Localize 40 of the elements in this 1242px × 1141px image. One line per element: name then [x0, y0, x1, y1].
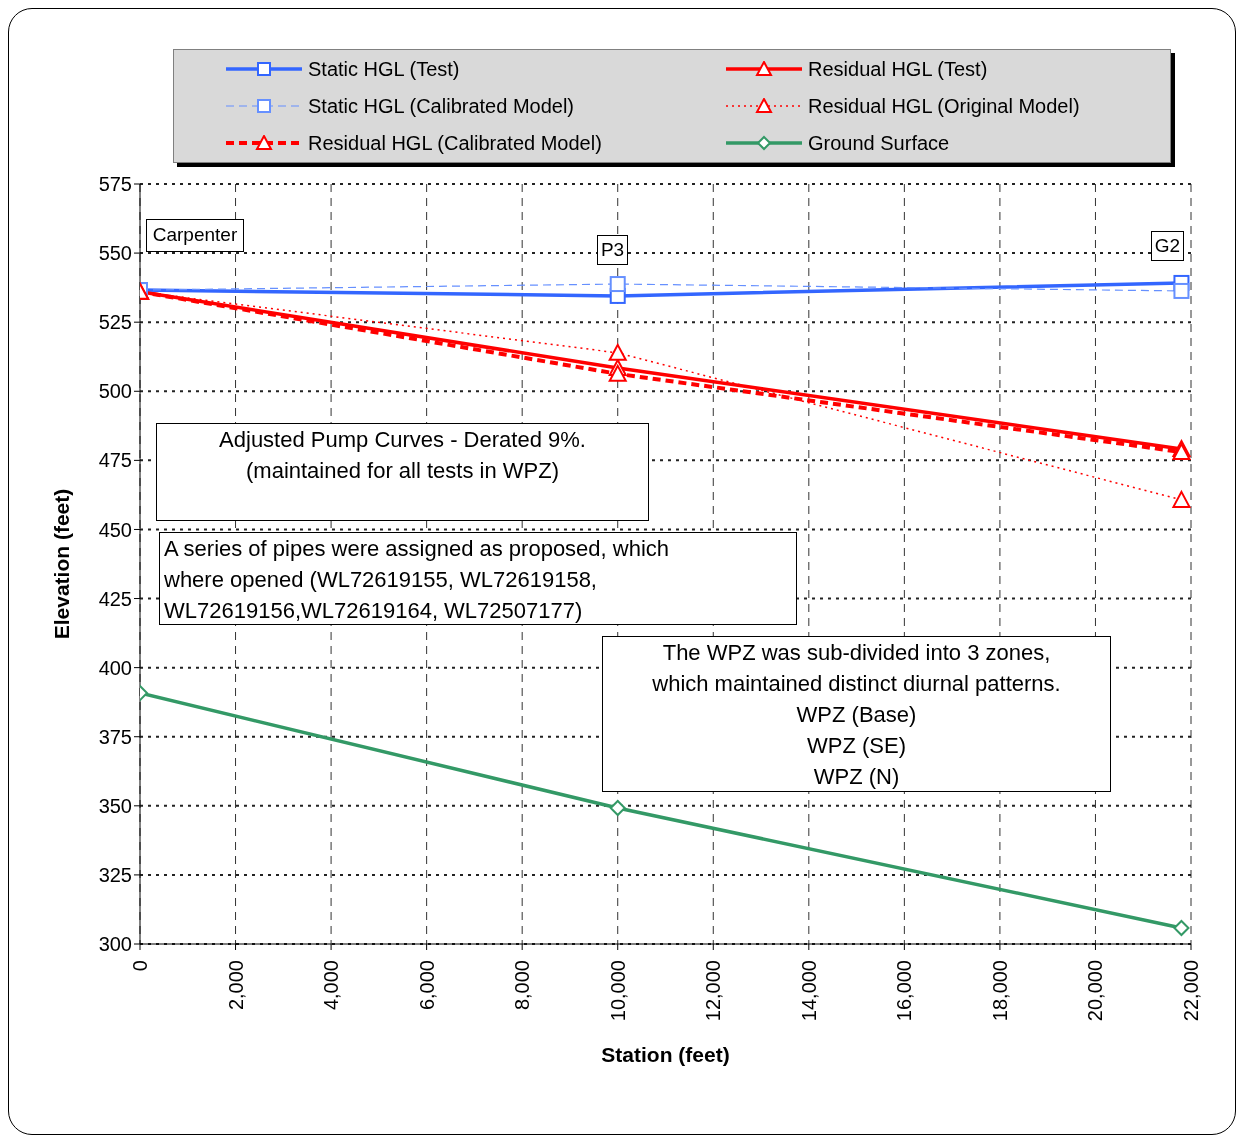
x-axis-title: Station (feet): [601, 1043, 730, 1066]
legend-label: Residual HGL (Original Model): [808, 94, 1080, 118]
annotation: A series of pipes were assigned as proposed, which where opened (WL72619155, WL72619158, WL72619156,WL72619164, WL72507177): [164, 535, 671, 625]
x-tick-label: 10,000: [606, 960, 629, 1022]
x-tick-label: 4,000: [320, 960, 343, 1011]
x-tick-label: 0: [129, 960, 151, 972]
x-tick-label: 20,000: [1084, 960, 1107, 1022]
note-box: A series of pipes were assigned as proposed, which where opened (WL72619155, WL72619158, WL72619156,WL72619164, WL72507177): [159, 532, 797, 625]
y-axis-title: Elevation (feet): [50, 488, 74, 640]
y-tick-label: 400: [98, 656, 132, 679]
y-tick-label: 300: [98, 933, 132, 956]
x-tick-label: 16,000: [893, 960, 916, 1022]
legend-label: Residual HGL (Test): [808, 57, 988, 81]
y-tick-label: 500: [98, 380, 132, 403]
note-box: P3: [597, 235, 628, 265]
y-tick-label: 450: [98, 518, 132, 541]
annotation: Adjusted Pump Curves - Derated 9%. (maintained for all tests in WPZ): [218, 426, 587, 485]
note-box: G2: [1151, 231, 1184, 261]
legend-label: Static HGL (Calibrated Model): [308, 94, 575, 118]
y-tick-label: 575: [98, 173, 132, 196]
y-tick-label: 550: [98, 242, 132, 265]
x-tick-label: 2,000: [224, 960, 247, 1011]
x-tick-label: 12,000: [702, 960, 725, 1022]
y-tick-label: 425: [98, 587, 132, 610]
x-tick-label: 22,000: [1180, 960, 1202, 1022]
y-tick-label: 475: [98, 449, 132, 472]
y-tick-label: 350: [98, 794, 132, 817]
y-tick-label: 525: [98, 311, 132, 334]
x-tick-label: 14,000: [797, 960, 820, 1022]
x-tick-label: 18,000: [988, 960, 1011, 1022]
legend-label: Ground Surface: [808, 131, 950, 155]
x-tick-label: 6,000: [415, 960, 438, 1011]
note-box: Adjusted Pump Curves - Derated 9%. (maintained for all tests in WPZ): [156, 423, 649, 521]
y-tick-label: 325: [98, 864, 132, 887]
legend-label: Static HGL (Test): [308, 57, 460, 81]
x-tick-label: 8,000: [511, 960, 534, 1011]
y-tick-label: 375: [98, 725, 132, 748]
note-box: The WPZ was sub-divided into 3 zones, which maintained distinct diurnal patterns. WPZ (Base) WPZ (SE) WPZ (N): [602, 636, 1111, 792]
legend-label: Residual HGL (Calibrated Model): [308, 131, 602, 155]
note-box: Carpenter: [146, 219, 244, 252]
